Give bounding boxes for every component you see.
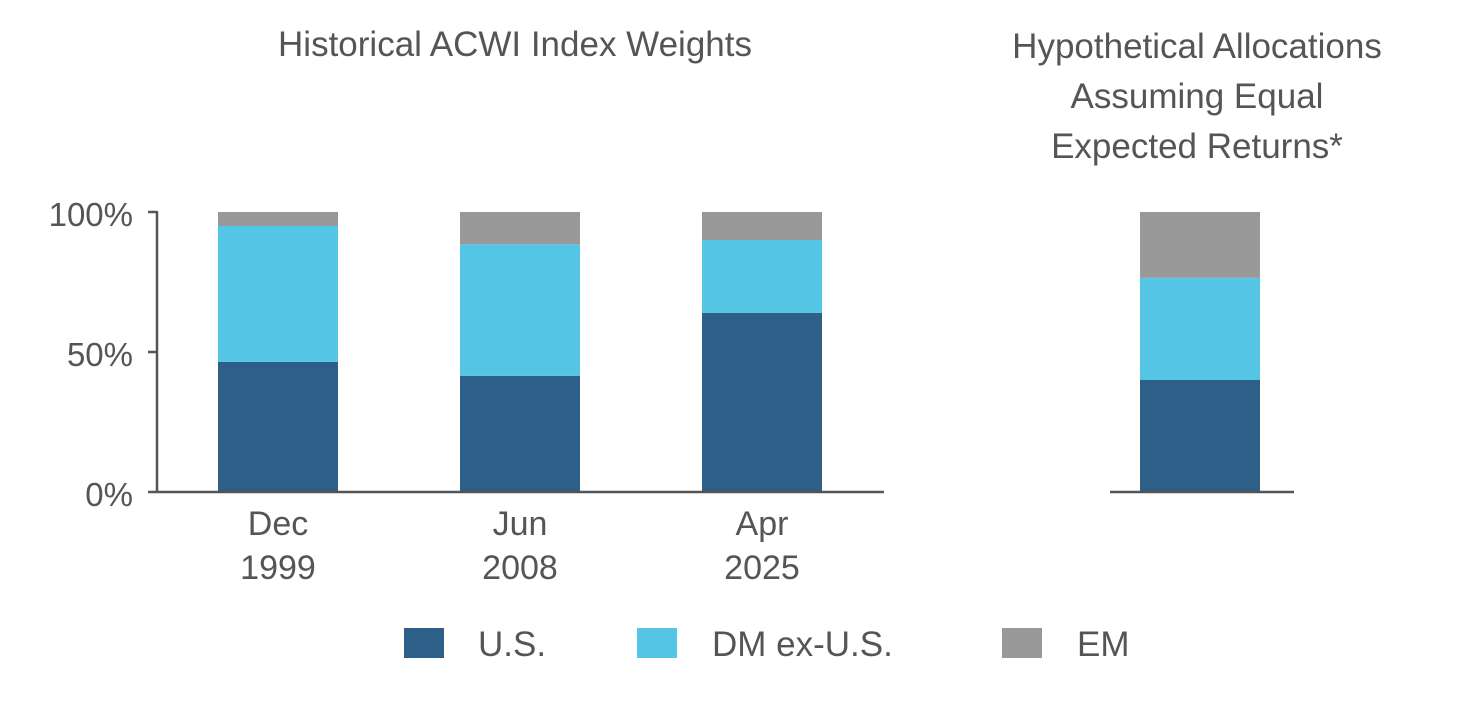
right-chart-title-line-2: Assuming Equal xyxy=(1071,77,1324,116)
y-tick-label-100: 100% xyxy=(49,196,133,233)
bar-segment-chart1-cat0-u-s xyxy=(1140,380,1260,492)
bar-segment-chart0-cat1-u-s xyxy=(460,375,580,492)
legend-swatch-us xyxy=(404,628,444,658)
bar-segment-chart0-cat2-u-s xyxy=(702,312,822,492)
bar-segment-chart0-cat0-u-s xyxy=(218,361,338,492)
right-chart-title-line-3: Expected Returns* xyxy=(1051,127,1343,166)
bar-segment-chart1-cat0-dm-ex-u-s xyxy=(1140,277,1260,380)
bar-segment-chart0-cat1-dm-ex-u-s xyxy=(460,244,580,376)
bar-segment-chart0-cat0-em xyxy=(218,212,338,226)
bar-segment-chart0-cat2-dm-ex-u-s xyxy=(702,240,822,313)
x-category-label-2-line-2: 2025 xyxy=(724,549,800,587)
legend-swatch-dm-ex-us xyxy=(637,628,677,658)
bar-segment-chart0-cat0-dm-ex-u-s xyxy=(218,226,338,362)
x-category-label-2-line-1: Apr xyxy=(736,505,789,543)
bar-segment-chart0-cat2-em xyxy=(702,212,822,240)
x-category-label-0-line-1: Dec xyxy=(248,505,308,543)
y-tick-label-0: 0% xyxy=(85,476,133,513)
x-category-label-0-line-2: 1999 xyxy=(240,549,316,587)
bar-segment-chart1-cat0-em xyxy=(1140,212,1260,278)
bar-segment-chart0-cat1-em xyxy=(460,212,580,245)
x-category-label-1-line-1: Jun xyxy=(493,505,548,543)
legend-swatch-em xyxy=(1002,628,1042,658)
legend-label-dm-ex-us: DM ex-U.S. xyxy=(712,625,893,664)
legend-label-em: EM xyxy=(1077,625,1130,664)
legend-label-us: U.S. xyxy=(478,625,546,664)
x-category-label-1-line-2: 2008 xyxy=(482,549,558,587)
right-chart-title-line-1: Hypothetical Allocations xyxy=(1012,27,1382,66)
bars-group xyxy=(218,212,1260,492)
y-tick-label-50: 50% xyxy=(67,336,133,373)
left-chart-title: Historical ACWI Index Weights xyxy=(278,25,752,64)
